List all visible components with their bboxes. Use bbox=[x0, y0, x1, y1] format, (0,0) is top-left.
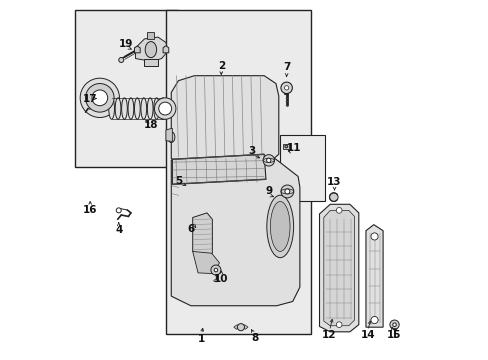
Ellipse shape bbox=[167, 132, 175, 143]
Text: 17: 17 bbox=[82, 94, 97, 104]
Text: 4: 4 bbox=[115, 225, 122, 235]
Circle shape bbox=[85, 84, 114, 112]
Circle shape bbox=[281, 185, 293, 198]
Circle shape bbox=[329, 193, 337, 202]
Polygon shape bbox=[172, 154, 265, 184]
Polygon shape bbox=[171, 153, 299, 306]
Ellipse shape bbox=[270, 202, 289, 251]
Circle shape bbox=[210, 265, 221, 275]
Polygon shape bbox=[75, 10, 178, 167]
Ellipse shape bbox=[145, 41, 156, 58]
Circle shape bbox=[285, 145, 287, 148]
Circle shape bbox=[214, 268, 217, 272]
Polygon shape bbox=[241, 324, 247, 329]
Circle shape bbox=[263, 155, 274, 166]
Text: 5: 5 bbox=[174, 176, 182, 186]
Ellipse shape bbox=[160, 98, 165, 119]
Text: 12: 12 bbox=[322, 330, 336, 341]
Text: 3: 3 bbox=[247, 146, 255, 156]
Text: 15: 15 bbox=[386, 330, 401, 341]
Text: 1: 1 bbox=[198, 334, 205, 344]
Ellipse shape bbox=[119, 58, 123, 63]
Polygon shape bbox=[283, 144, 288, 149]
Circle shape bbox=[159, 102, 171, 115]
Circle shape bbox=[281, 82, 292, 94]
Circle shape bbox=[336, 207, 341, 213]
Circle shape bbox=[80, 78, 119, 117]
Polygon shape bbox=[280, 135, 324, 202]
Ellipse shape bbox=[134, 98, 140, 119]
Polygon shape bbox=[163, 46, 168, 53]
Polygon shape bbox=[192, 213, 212, 257]
Text: 2: 2 bbox=[217, 61, 224, 71]
Text: 10: 10 bbox=[214, 274, 228, 284]
Polygon shape bbox=[134, 46, 140, 53]
Polygon shape bbox=[147, 32, 154, 39]
Ellipse shape bbox=[128, 98, 134, 119]
Circle shape bbox=[285, 189, 289, 194]
Circle shape bbox=[92, 90, 107, 106]
Text: 7: 7 bbox=[283, 63, 290, 72]
Polygon shape bbox=[171, 76, 278, 163]
Circle shape bbox=[389, 320, 398, 329]
Circle shape bbox=[116, 208, 121, 213]
Circle shape bbox=[284, 86, 288, 90]
Ellipse shape bbox=[266, 195, 293, 258]
Polygon shape bbox=[165, 10, 310, 334]
Text: 14: 14 bbox=[360, 330, 374, 341]
Circle shape bbox=[370, 316, 377, 324]
Circle shape bbox=[370, 233, 377, 240]
Circle shape bbox=[154, 98, 176, 119]
Circle shape bbox=[336, 322, 341, 328]
Ellipse shape bbox=[147, 98, 153, 119]
Ellipse shape bbox=[213, 280, 218, 282]
Text: 8: 8 bbox=[251, 333, 258, 343]
Ellipse shape bbox=[115, 98, 121, 119]
Polygon shape bbox=[323, 210, 354, 326]
Ellipse shape bbox=[141, 98, 146, 119]
Ellipse shape bbox=[108, 98, 114, 119]
Text: 19: 19 bbox=[119, 39, 133, 49]
Polygon shape bbox=[233, 324, 241, 329]
Polygon shape bbox=[144, 59, 158, 66]
Polygon shape bbox=[135, 37, 167, 62]
Polygon shape bbox=[165, 128, 172, 141]
Polygon shape bbox=[192, 251, 219, 274]
Text: 16: 16 bbox=[83, 205, 97, 215]
Circle shape bbox=[392, 323, 395, 327]
Text: 13: 13 bbox=[326, 177, 341, 187]
Circle shape bbox=[237, 324, 244, 331]
Text: 18: 18 bbox=[143, 120, 158, 130]
Text: 11: 11 bbox=[286, 143, 301, 153]
Text: 6: 6 bbox=[187, 224, 194, 234]
Text: 9: 9 bbox=[265, 186, 272, 197]
Circle shape bbox=[266, 158, 270, 162]
Polygon shape bbox=[319, 204, 358, 332]
Ellipse shape bbox=[122, 98, 127, 119]
Ellipse shape bbox=[153, 98, 159, 119]
Polygon shape bbox=[365, 225, 382, 327]
